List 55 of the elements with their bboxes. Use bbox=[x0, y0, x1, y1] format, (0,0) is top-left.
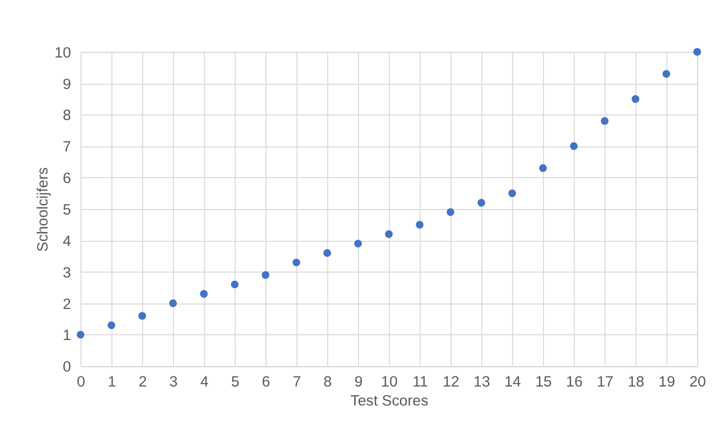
x-tick-label: 0 bbox=[76, 374, 86, 391]
point bbox=[539, 164, 547, 172]
x-tick-label: 7 bbox=[292, 374, 302, 391]
x-tick-label: 11 bbox=[412, 374, 428, 391]
y-axis-title: Schoolcijfers bbox=[36, 167, 52, 252]
x-tick-label: 3 bbox=[169, 374, 178, 391]
x-tick-label: 19 bbox=[658, 374, 676, 391]
point bbox=[323, 249, 332, 257]
point bbox=[416, 220, 424, 229]
point bbox=[138, 312, 146, 320]
x-axis-title: Test Scores bbox=[350, 393, 428, 410]
point bbox=[108, 321, 116, 330]
y-tick-label: 1 bbox=[62, 328, 72, 344]
y-tick-label: 5 bbox=[62, 202, 72, 218]
y-tick-label: 8 bbox=[62, 108, 72, 124]
point bbox=[292, 258, 300, 266]
x-tick-label: 20 bbox=[689, 374, 706, 391]
point bbox=[477, 198, 486, 207]
y-tick-label: 0 bbox=[62, 360, 72, 376]
point bbox=[385, 230, 393, 238]
point bbox=[200, 290, 208, 298]
point bbox=[76, 330, 84, 339]
point bbox=[169, 299, 177, 308]
point bbox=[600, 117, 609, 125]
point bbox=[693, 48, 702, 56]
point bbox=[570, 142, 578, 150]
point bbox=[230, 280, 239, 288]
x-tick-label: 13 bbox=[474, 374, 490, 391]
y-tick-label: 4 bbox=[62, 234, 72, 250]
y-tick-label: 7 bbox=[62, 140, 72, 156]
x-tick-label: 1 bbox=[108, 374, 116, 391]
x-tick-label: 5 bbox=[231, 374, 240, 391]
x-tick-label: 9 bbox=[354, 374, 363, 391]
x-tick-label: 12 bbox=[442, 374, 460, 391]
x-tick-label: 18 bbox=[628, 374, 644, 391]
x-tick-label: 16 bbox=[566, 374, 583, 391]
point bbox=[508, 189, 516, 198]
point bbox=[632, 95, 640, 103]
x-tick-label: 10 bbox=[381, 374, 398, 391]
point bbox=[446, 208, 454, 216]
y-tick-label: 6 bbox=[62, 171, 72, 188]
point bbox=[262, 271, 270, 279]
x-tick-label: 8 bbox=[324, 374, 332, 391]
y-tick-label: 2 bbox=[62, 296, 72, 313]
y-tick-label: 3 bbox=[62, 265, 72, 282]
x-tick-label: 4 bbox=[200, 374, 209, 391]
point bbox=[354, 240, 362, 248]
point bbox=[662, 70, 670, 78]
y-tick-label: 10 bbox=[54, 45, 72, 62]
x-tick-label: 17 bbox=[596, 374, 614, 391]
y-tick-label: 9 bbox=[62, 76, 72, 93]
x-tick-label: 15 bbox=[535, 374, 552, 391]
x-tick-label: 6 bbox=[262, 374, 270, 391]
x-tick-label: 14 bbox=[504, 374, 521, 391]
x-tick-label: 2 bbox=[138, 374, 147, 391]
